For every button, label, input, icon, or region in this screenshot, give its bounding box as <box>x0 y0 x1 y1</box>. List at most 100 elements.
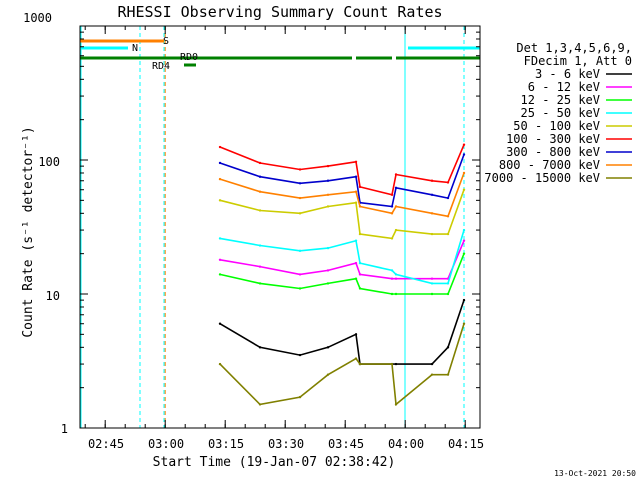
series-point-1-3 <box>298 273 302 276</box>
series-line-0 <box>219 299 465 365</box>
series-point-7-7 <box>390 212 394 215</box>
series-point-0-1 <box>218 322 222 325</box>
series-point-7-8 <box>394 205 398 208</box>
y-tick-label-100: 100 <box>38 155 60 169</box>
series-point-8-10 <box>446 373 450 376</box>
series-point-8-7 <box>390 362 394 366</box>
series-point-0-2 <box>258 346 262 349</box>
series-point-4-2 <box>258 209 262 212</box>
series-point-6-7 <box>390 205 394 208</box>
series-point-7-2 <box>258 190 262 193</box>
series-point-2-6 <box>358 287 362 290</box>
plot-area: S N RD0 RD4 <box>79 25 481 429</box>
series-point-8-4 <box>326 373 330 376</box>
series-point-3-1 <box>218 237 222 240</box>
series-point-3-8 <box>394 273 398 276</box>
series-point-8-8 <box>394 403 398 406</box>
series-point-4-10 <box>446 232 450 236</box>
series-point-5-4 <box>326 164 330 168</box>
series-point-0-8 <box>394 362 398 366</box>
series-point-7-9 <box>430 212 434 215</box>
series-point-2-3 <box>298 287 302 290</box>
state-bar-label-rd4: RD4 <box>152 61 170 72</box>
series-point-1-4 <box>326 269 330 272</box>
legend-label-2: 12 - 25 keV <box>521 93 600 107</box>
y-tick-label-1: 1 <box>61 422 68 436</box>
series-line-3 <box>219 229 465 285</box>
series-line-4 <box>219 189 465 240</box>
chart-title: RHESSI Observing Summary Count Rates <box>117 3 442 21</box>
series-point-1-11 <box>462 239 466 242</box>
series-point-0-9 <box>430 362 434 366</box>
series-point-2-1 <box>218 273 222 276</box>
series-line-2 <box>219 253 465 295</box>
series-point-7-10 <box>446 215 450 218</box>
series-point-4-5 <box>354 201 358 204</box>
series-point-5-8 <box>394 173 398 176</box>
series-point-2-7 <box>390 292 394 296</box>
series-point-5-1 <box>218 145 222 149</box>
series-point-8-3 <box>298 395 302 399</box>
series-point-1-6 <box>358 273 362 276</box>
series-point-7-6 <box>358 205 362 208</box>
series-point-0-5 <box>354 333 358 336</box>
legend-header-line-1: Det 1,3,4,5,6,9, <box>516 41 632 55</box>
series-point-5-3 <box>298 168 302 171</box>
series-point-5-9 <box>430 179 434 182</box>
series-point-8-6 <box>358 362 362 366</box>
series-point-5-2 <box>258 161 262 165</box>
state-bar-label-rd0: RD0 <box>180 52 198 63</box>
series-point-8-11 <box>462 322 466 325</box>
series-point-0-4 <box>326 346 330 349</box>
series-line-1 <box>219 240 465 280</box>
series-point-6-3 <box>298 182 302 185</box>
series-point-7-4 <box>326 193 330 196</box>
x-tick-label-0300: 03:00 <box>148 437 184 451</box>
series-point-7-3 <box>298 196 302 200</box>
series-point-3-9 <box>430 282 434 285</box>
x-tick-label-0330: 03:30 <box>268 437 304 451</box>
series-point-0-11 <box>462 298 466 302</box>
series-point-4-8 <box>394 228 398 232</box>
series-point-4-9 <box>430 232 434 236</box>
series-point-2-8 <box>394 292 398 296</box>
series-point-3-10 <box>446 282 450 285</box>
series-point-6-11 <box>462 153 466 156</box>
legend-label-7: 800 - 7000 keV <box>499 158 600 172</box>
series-line-5 <box>219 144 465 196</box>
series-point-5-11 <box>462 143 466 146</box>
series-point-6-9 <box>430 193 434 196</box>
series-point-5-5 <box>354 160 358 163</box>
series-point-7-11 <box>462 171 466 175</box>
series-point-8-2 <box>258 403 262 406</box>
state-bar-label-s: S <box>163 36 169 47</box>
x-tick-label-0315: 03:15 <box>208 437 244 451</box>
x-axis-label: Start Time (19-Jan-07 02:38:42) <box>153 455 396 470</box>
series-point-3-7 <box>390 269 394 272</box>
series-point-0-3 <box>298 353 302 357</box>
series-point-2-10 <box>446 292 450 296</box>
legend-label-0: 3 - 6 keV <box>535 67 600 81</box>
legend-label-5: 100 - 300 keV <box>506 132 600 146</box>
legend-label-6: 300 - 800 keV <box>506 145 600 159</box>
series-point-6-4 <box>326 179 330 182</box>
series-point-6-10 <box>446 196 450 200</box>
series-point-2-11 <box>462 252 466 255</box>
series-point-1-7 <box>390 277 394 280</box>
x-tick-label-0245: 02:45 <box>88 437 124 451</box>
plot-frame <box>79 25 481 429</box>
legend-header-line-2: FDecim 1, Att 0 <box>524 54 632 68</box>
legend-label-1: 6 - 12 keV <box>528 80 600 94</box>
series-point-4-6 <box>358 232 362 236</box>
series-point-6-2 <box>258 175 262 178</box>
series-point-3-5 <box>354 239 358 242</box>
series-point-3-4 <box>326 246 330 250</box>
series-point-1-2 <box>258 265 262 268</box>
series-point-2-2 <box>258 282 262 285</box>
series-point-5-6 <box>358 185 362 189</box>
series-point-1-9 <box>430 277 434 280</box>
series-point-8-1 <box>218 362 222 366</box>
series-point-3-6 <box>358 261 362 265</box>
series-point-2-5 <box>354 277 358 280</box>
series-point-7-1 <box>218 177 222 181</box>
